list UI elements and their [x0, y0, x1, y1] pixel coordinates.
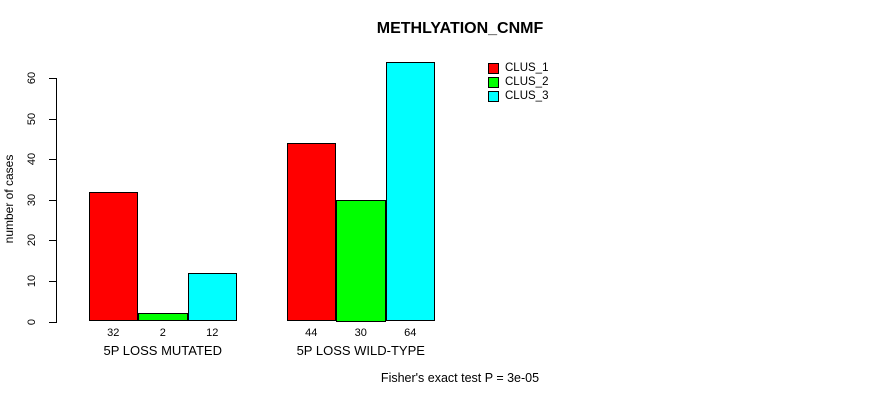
y-tick-label: 20: [26, 234, 38, 247]
y-tick-label: 50: [26, 112, 38, 125]
legend-swatch-clus_1: [488, 62, 499, 74]
y-tick-label: 0: [26, 318, 38, 325]
bar-clus_3-group1: [187, 272, 237, 322]
bar-value-label: 2: [159, 327, 166, 339]
legend-item-clus_3: CLUS_3: [488, 89, 548, 103]
legend-swatch-clus_2: [488, 76, 499, 88]
y-tick-label: 60: [26, 71, 38, 85]
y-tick-mark: [49, 321, 56, 323]
bar-clus_1-group1: [88, 191, 138, 322]
y-axis-label: number of cases: [2, 154, 16, 244]
bar-clus_3-group2: [385, 61, 435, 322]
legend-swatch-clus_3: [488, 90, 499, 102]
bar-clus_2-group2: [336, 199, 386, 322]
y-tick-mark: [49, 240, 56, 242]
bar-value-label: 44: [305, 327, 318, 339]
legend-item-clus_1: CLUS_1: [488, 61, 548, 75]
legend-item-clus_2: CLUS_2: [488, 75, 548, 89]
y-tick-label: 30: [26, 193, 38, 206]
y-tick-label: 10: [26, 274, 38, 288]
bar-value-label: 12: [206, 327, 219, 339]
x-category-label: 5P LOSS WILD-TYPE: [296, 343, 425, 358]
legend: CLUS_1 CLUS_2 CLUS_3: [488, 61, 548, 103]
y-tick-label: 40: [26, 153, 38, 166]
bar-clus_1-group2: [286, 142, 336, 322]
y-tick-mark: [49, 78, 56, 79]
legend-label: CLUS_3: [505, 90, 549, 102]
bar-value-label: 30: [354, 327, 367, 339]
bar-value-label: 64: [404, 327, 417, 339]
chart-title: METHLYATION_CNMF: [376, 20, 544, 37]
legend-label: CLUS_2: [505, 76, 549, 88]
x-category-label: 5P LOSS MUTATED: [103, 343, 222, 358]
y-tick-mark: [49, 159, 56, 161]
bar-clus_2-group1: [138, 313, 188, 322]
caption-annotation: Fisher's exact test P = 3e-05: [380, 371, 540, 385]
y-tick-mark: [49, 199, 56, 201]
y-tick-mark: [49, 280, 56, 282]
y-tick-mark: [49, 118, 56, 120]
bar-value-label: 32: [107, 327, 120, 339]
legend-label: CLUS_1: [505, 62, 549, 74]
y-axis-line: [56, 78, 57, 323]
